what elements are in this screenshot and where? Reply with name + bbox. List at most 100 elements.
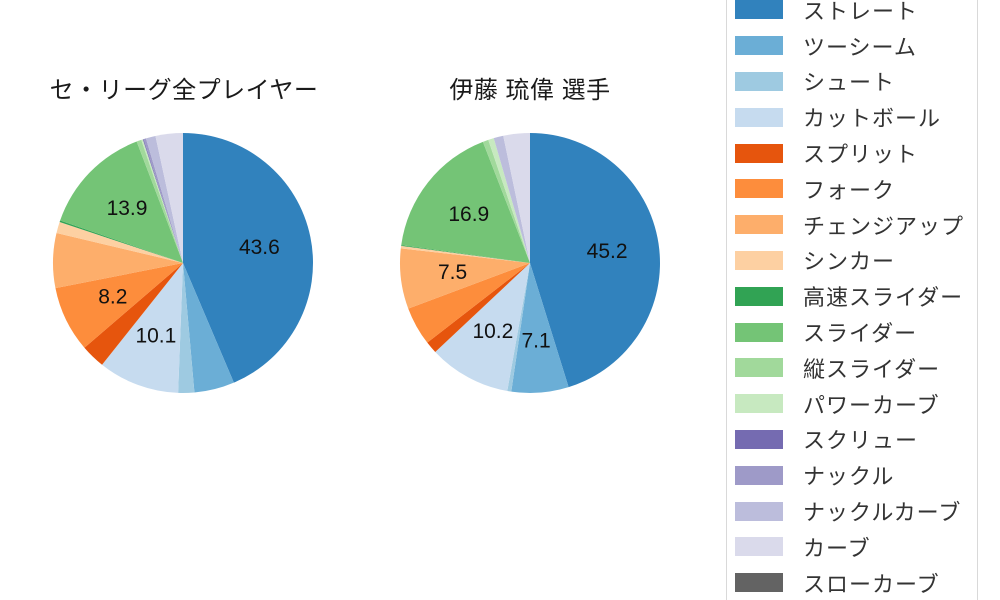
pie-svg: 43.6 10.1 8.2 13.9 (53, 133, 314, 394)
legend-item: チェンジアップ (735, 207, 977, 243)
legend-swatch (735, 107, 783, 127)
legend-swatch (735, 0, 783, 20)
pie-labels: 45.2 7.1 10.2 7.5 16.9 (438, 203, 628, 352)
legend-item-label: 高速スライダー (803, 285, 964, 311)
slice-value-label: 16.9 (448, 203, 489, 226)
pie-slice (136, 139, 183, 263)
legend-item-label: スクリュー (803, 428, 919, 454)
legend-item-label: スローカーブ (803, 571, 940, 597)
legend-item: 縦スライダー (735, 350, 977, 386)
legend-item: フォーク (735, 171, 977, 207)
legend-item: スプリット (735, 135, 977, 171)
legend-swatch (735, 465, 783, 485)
slice-value-label: 10.1 (135, 325, 176, 348)
pie-slice (400, 248, 530, 309)
slice-value-label: 13.9 (107, 197, 148, 220)
legend-swatch (735, 537, 783, 557)
pie-slice (60, 141, 183, 263)
legend-swatch (735, 250, 783, 270)
pie-slice (493, 135, 530, 263)
legend-item: シンカー (735, 243, 977, 279)
slice-value-label: 43.6 (239, 236, 280, 259)
chart-title-right: 伊藤 琉偉 選手 (449, 77, 611, 104)
legend-item: シュート (735, 64, 977, 100)
legend-item: 高速スライダー (735, 278, 977, 314)
pie-slice (488, 138, 530, 263)
pie-slice (408, 263, 530, 343)
pie-slice (503, 133, 530, 263)
chart-title-left: セ・リーグ全プレイヤー (49, 77, 319, 104)
legend-swatch (735, 143, 783, 163)
legend-item-label: パワーカーブ (803, 392, 940, 418)
legend-item: スクリュー (735, 422, 977, 458)
legend-item: ツーシーム (735, 28, 977, 64)
slice-value-label: 7.1 (521, 329, 550, 352)
legend-item-label: チェンジアップ (803, 213, 965, 239)
pie-slice (183, 263, 234, 393)
pie-slice (56, 222, 183, 263)
legend-item-label: カーブ (803, 535, 871, 561)
pie-slice (59, 220, 184, 263)
legend-item-label: シンカー (803, 249, 896, 275)
legend-swatch (735, 179, 783, 199)
pie-slice (155, 133, 183, 263)
legend-item: ナックル (735, 457, 977, 493)
pie-slice (530, 133, 660, 388)
legend-item-label: スライダー (803, 321, 918, 347)
pie-slice (427, 263, 530, 352)
legend-swatch (735, 286, 783, 306)
legend-item: ナックルカーブ (735, 493, 977, 529)
legend-swatch (735, 36, 783, 56)
legend-swatch (735, 429, 783, 449)
pie-slice (435, 263, 530, 391)
legend: ストレートツーシームシュートカットボール スプリットフォークチェンジアップ シンカー… (726, 0, 978, 600)
pie-slice (507, 263, 530, 392)
slice-value-label: 10.2 (472, 320, 513, 343)
legend-swatch (735, 71, 783, 91)
legend-item-label: ストレート (803, 0, 919, 24)
legend-item-label: カットボール (803, 106, 942, 132)
legend-item-label: ツーシーム (803, 34, 917, 60)
legend-swatch (735, 573, 783, 593)
legend-swatch (735, 322, 783, 342)
legend-item: カーブ (735, 529, 977, 565)
slice-value-label: 8.2 (98, 286, 127, 309)
pie-slice (53, 233, 183, 289)
pie-slice (482, 139, 530, 263)
pie-chart-right: 45.2 7.1 10.2 7.5 16.9 (395, 128, 665, 398)
pie-slice (145, 135, 183, 263)
legend-swatch (735, 358, 783, 378)
pie-slice (142, 139, 183, 263)
legend-item-label: フォーク (803, 177, 896, 203)
legend-item: ストレート (735, 0, 977, 28)
legend-item: カットボール (735, 99, 977, 135)
pie-slice (84, 263, 183, 365)
pie-slice (55, 263, 183, 348)
legend-swatch (735, 215, 783, 235)
pie-chart-left: 43.6 10.1 8.2 13.9 (48, 128, 318, 398)
slice-value-label: 7.5 (438, 261, 467, 284)
legend-item-label: ナックルカーブ (803, 500, 962, 526)
legend-item-label: ナックル (803, 464, 895, 490)
pie-slice (143, 138, 183, 263)
legend-item: パワーカーブ (735, 386, 977, 422)
pie-slice (511, 263, 569, 393)
slice-value-label: 45.2 (587, 240, 628, 263)
pie-slice (401, 245, 530, 263)
legend-swatch (735, 501, 783, 521)
pie-labels: 43.6 10.1 8.2 13.9 (98, 197, 280, 347)
pie-slice (401, 141, 530, 263)
legend-item-label: シュート (803, 70, 896, 96)
pie-svg: 45.2 7.1 10.2 7.5 16.9 (400, 133, 660, 393)
pie-slice (178, 263, 195, 394)
pie-slice (400, 245, 530, 263)
legend-item-label: 縦スライダー (803, 356, 941, 382)
legend-item: スライダー (735, 314, 977, 350)
legend-item-label: スプリット (803, 142, 919, 168)
legend-item: スローカーブ (735, 565, 977, 600)
pie-slice (183, 133, 314, 383)
legend-swatch (735, 394, 783, 414)
pie-slice (102, 263, 183, 393)
pie-slice (141, 139, 183, 263)
